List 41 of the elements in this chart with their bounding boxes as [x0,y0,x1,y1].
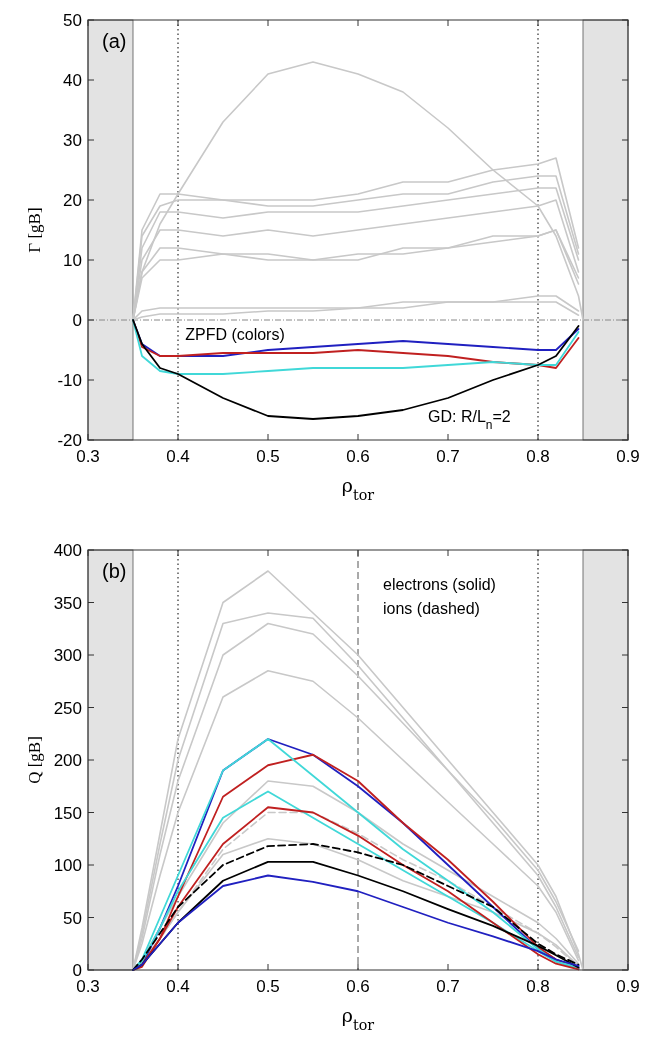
y-tick-label: 150 [53,803,82,823]
x-tick-label: 0.5 [256,977,280,996]
y-tick-label: 10 [63,251,82,270]
x-tick-label: 0.4 [166,447,190,466]
annotation: electrons (solid) [383,576,496,593]
y-axis-title: Q [gB] [25,736,44,784]
x-axis-title: ρ$_{tor}$ [341,474,375,503]
y-tick-label: 50 [63,908,82,928]
y-tick-label: 250 [53,698,82,718]
y-tick-label: 300 [53,646,82,665]
y-axis-title: Γ [gB] [25,207,44,253]
x-tick-label: 0.9 [616,977,640,996]
annotation: (b) [102,560,127,582]
y-tick-label: 20 [63,191,82,210]
x-axis-title: ρ$_{tor}$ [341,1004,375,1033]
y-tick-label: 400 [53,541,82,560]
x-tick-label: 0.3 [76,447,100,466]
x-tick-label: 0.7 [436,447,460,466]
annotation: GD: R/L$_{n}$=2 [428,408,511,432]
annotation: ions (dashed) [383,600,480,617]
y-tick-label: -20 [57,431,82,450]
x-tick-label: 0.3 [76,977,100,996]
y-tick-label: 100 [53,856,82,875]
x-tick-label: 0.5 [256,447,280,466]
x-tick-label: 0.6 [346,977,370,996]
x-tick-label: 0.7 [436,977,460,996]
annotation: ZPFD (colors) [185,326,285,343]
x-tick-label: 0.6 [346,447,370,466]
annotation: (a) [102,30,127,52]
y-tick-label: 0 [72,961,82,980]
y-tick-label: 30 [63,131,82,150]
x-tick-label: 0.4 [166,977,190,996]
x-tick-label: 0.9 [616,447,640,466]
x-tick-label: 0.8 [526,447,550,466]
y-tick-label: 50 [63,11,82,30]
y-tick-label: 0 [72,311,82,330]
y-tick-label: 200 [53,751,82,770]
y-tick-label: -10 [57,371,82,390]
y-tick-label: 40 [63,71,82,90]
x-tick-label: 0.8 [526,977,550,996]
y-tick-label: 350 [53,593,82,613]
